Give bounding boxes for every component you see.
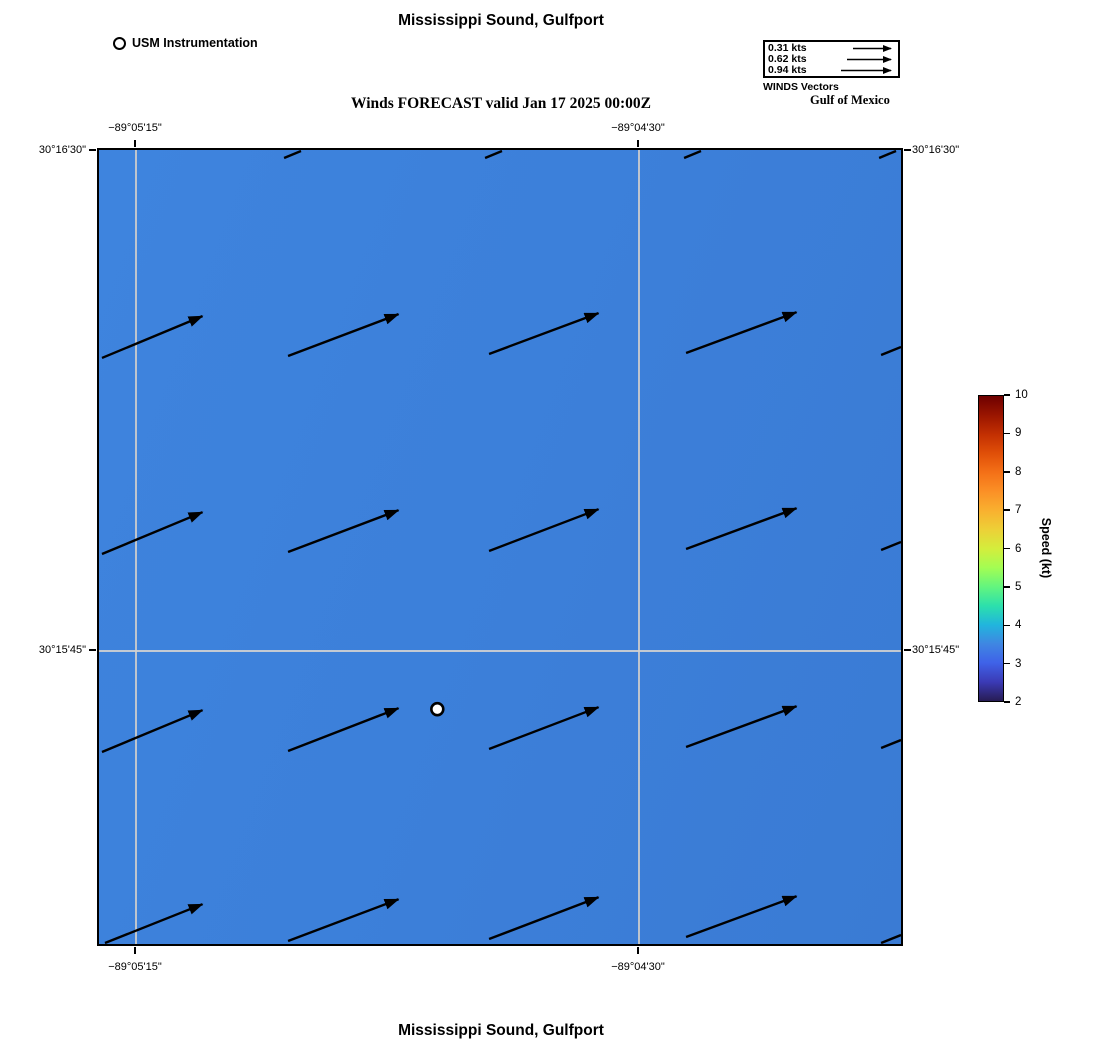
figure-title-bottom: Mississippi Sound, Gulfport [398,1022,604,1039]
colorbar-tick-label: 4 [1015,619,1022,632]
legend-arrow-svg [841,67,892,74]
lon-label-bottom-left: −89°05'15" [108,961,162,973]
wind-vector [104,903,204,944]
colorbar-tick [1004,394,1010,396]
wind-vector [488,312,600,356]
wind-vector [101,511,204,556]
wind-vector [685,311,798,355]
frame-tick [134,947,136,954]
colorbar-gradient [979,396,1003,701]
colorbar-ticks: 10 9 8 7 6 5 4 3 2 [1004,389,1044,708]
map-gridline-horizontal-1 [99,650,901,652]
station-legend: USM Instrumentation [113,36,258,50]
lon-label-top-left: −89°05'15" [108,122,162,134]
colorbar-tick-label: 9 [1015,427,1022,440]
wind-vector [878,150,897,160]
colorbar-tick [1004,432,1010,435]
frame-tick [904,149,911,151]
lat-label-left-mid: 30°15'45" [38,644,86,656]
colorbar-tick-label: 5 [1015,580,1022,593]
station-marker [430,701,445,717]
forecast-subtitle: Winds FORECAST valid Jan 17 2025 00:00Z [350,95,652,112]
station-marker-icon [113,36,126,50]
vector-scale-row: 0.94 kts [768,65,895,76]
wind-vector [880,540,901,552]
frame-tick [89,649,96,651]
colorbar-tick [1004,701,1010,703]
lat-label-right-top: 30°16'30" [912,144,960,156]
wind-vector [488,896,600,941]
wind-vector [685,705,798,749]
frame-tick [637,947,639,954]
wind-vector [488,508,600,553]
lat-label-right-mid: 30°15'45" [912,644,960,656]
wind-vector [287,509,400,554]
colorbar-tick [1004,586,1010,588]
map-gridline-vertical-1 [135,150,137,944]
colorbar-tick-label: 2 [1015,696,1022,708]
wind-vector [685,507,798,551]
wind-vector [101,709,204,754]
vector-scale-label: 0.31 kts [768,42,807,54]
colorbar-tick-label: 8 [1015,465,1022,478]
wind-vector [488,706,600,751]
wind-vector [484,150,503,160]
vector-scale-row: 0.31 kts [768,43,895,54]
region-label: Gulf of Mexico [810,93,890,107]
wind-vector [287,707,400,753]
wind-vector [283,150,302,160]
wind-vector [880,933,901,944]
colorbar-tick [1004,624,1010,626]
wind-vector [683,150,702,160]
frame-tick [637,140,639,147]
frame-tick [89,149,96,151]
vector-scale-label: 0.94 kts [768,64,807,76]
lon-label-bottom-right: −89°04'30" [611,961,665,973]
colorbar-tick-label: 7 [1015,504,1022,517]
colorbar [978,395,1004,702]
wind-vector [685,895,798,939]
wind-vector [287,313,400,358]
vector-scale-label: 0.62 kts [768,53,807,65]
vector-field-svg [101,150,901,944]
lon-label-top-right: −89°04'30" [611,122,665,134]
colorbar-tick [1004,547,1010,550]
wind-vector [101,315,204,360]
legend-arrow-svg [847,56,892,63]
colorbar-title: Speed (kt) [1039,517,1053,579]
colorbar-tick [1004,509,1010,511]
map-gridline-vertical-2 [638,150,640,944]
colorbar-tick [1004,662,1010,665]
frame-tick [904,649,911,651]
figure-title-top: Mississippi Sound, Gulfport [398,12,604,29]
colorbar-tick-label: 3 [1015,657,1022,670]
frame-tick [134,140,136,147]
map-plot [97,148,903,946]
vector-scale-legend: 0.31 kts 0.62 kts 0.94 kts [763,40,900,78]
colorbar-tick [1004,471,1010,473]
vector-scale-row: 0.62 kts [768,54,895,65]
station-legend-label: USM Instrumentation [132,36,258,50]
legend-arrow-svg [853,45,892,52]
wind-vector [880,738,901,750]
colorbar-tick-label: 6 [1015,542,1022,555]
colorbar-tick-label: 10 [1015,389,1028,401]
vector-legend-caption: WINDS Vectors [763,81,839,93]
wind-vector [287,898,400,943]
wind-vector [880,345,901,357]
lat-label-left-top: 30°16'30" [38,144,86,156]
